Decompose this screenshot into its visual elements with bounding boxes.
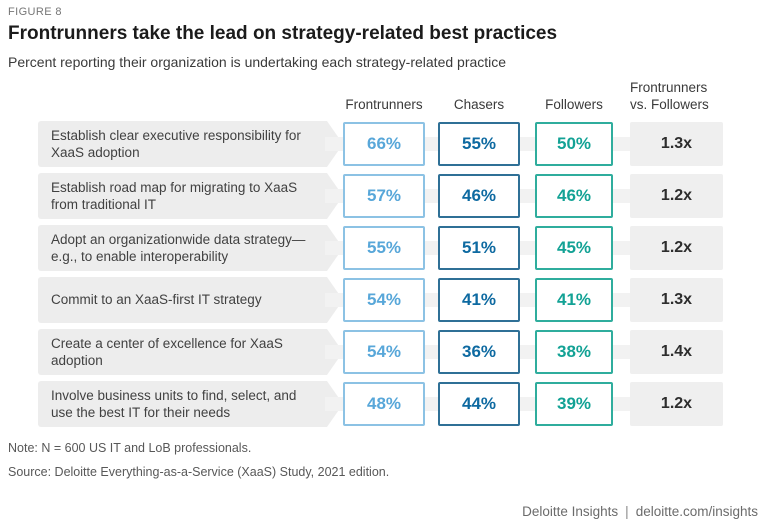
- data-rows: Establish clear executive responsibility…: [38, 121, 768, 427]
- ratio-value: 1.2x: [660, 395, 693, 412]
- table-row: Adopt an organizationwide data strategy—…: [38, 225, 768, 271]
- figure-number: FIGURE 8: [8, 6, 62, 18]
- row-label: Establish road map for migrating to XaaS…: [51, 179, 298, 212]
- followers-value-box: 50%: [535, 122, 613, 166]
- row-cells: 48% 44% 39% 1.2x: [325, 381, 723, 427]
- chasers-value: 36%: [461, 342, 497, 361]
- table-row: Commit to an XaaS-first IT strategy 54% …: [38, 277, 768, 323]
- row-label: Involve business units to find, select, …: [51, 387, 297, 420]
- footer-url-link[interactable]: deloitte.com/insights: [635, 504, 758, 519]
- row-cells: 57% 46% 46% 1.2x: [325, 173, 723, 219]
- followers-value: 50%: [556, 134, 592, 153]
- table-row: Establish clear executive responsibility…: [38, 121, 768, 167]
- footer-separator: |: [625, 504, 629, 519]
- ratio-box: 1.2x: [630, 174, 723, 218]
- page-subtitle: Percent reporting their organization is …: [8, 54, 507, 70]
- followers-value-box: 46%: [535, 174, 613, 218]
- ratio-value: 1.3x: [660, 291, 693, 308]
- followers-value: 46%: [556, 186, 592, 205]
- column-headers: Frontrunners Chasers Followers Frontrunn…: [38, 80, 768, 118]
- ratio-box: 1.2x: [630, 382, 723, 426]
- row-label-band: Adopt an organizationwide data strategy—…: [38, 225, 343, 271]
- frontrunners-value-box: 66%: [343, 122, 425, 166]
- frontrunners-value-box: 48%: [343, 382, 425, 426]
- row-cells: 54% 36% 38% 1.4x: [325, 329, 723, 375]
- note-text: Note: N = 600 US IT and LoB professional…: [8, 441, 252, 455]
- column-header-followers: Followers: [535, 97, 613, 118]
- ratio-box: 1.3x: [630, 278, 723, 322]
- ratio-box: 1.3x: [630, 122, 723, 166]
- followers-value: 45%: [556, 238, 592, 257]
- followers-value-box: 39%: [535, 382, 613, 426]
- frontrunners-value: 54%: [366, 290, 402, 309]
- followers-value-box: 41%: [535, 278, 613, 322]
- table-row: Establish road map for migrating to XaaS…: [38, 173, 768, 219]
- followers-value-box: 38%: [535, 330, 613, 374]
- row-cells: 54% 41% 41% 1.3x: [325, 277, 723, 323]
- page-title: Frontrunners take the lead on strategy-r…: [8, 23, 558, 44]
- ratio-box: 1.2x: [630, 226, 723, 270]
- frontrunners-value-box: 54%: [343, 278, 425, 322]
- row-cells: 55% 51% 45% 1.2x: [325, 225, 723, 271]
- ratio-box: 1.4x: [630, 330, 723, 374]
- table-row: Involve business units to find, select, …: [38, 381, 768, 427]
- ratio-value: 1.3x: [660, 135, 693, 152]
- frontrunners-value: 55%: [366, 238, 402, 257]
- ratio-value: 1.2x: [660, 187, 693, 204]
- table-row: Create a center of excellence for XaaS a…: [38, 329, 768, 375]
- chasers-value: 41%: [461, 290, 497, 309]
- row-cells: 66% 55% 50% 1.3x: [325, 121, 723, 167]
- row-label: Adopt an organizationwide data strategy—…: [51, 231, 306, 264]
- frontrunners-value: 54%: [366, 342, 402, 361]
- chasers-value-box: 46%: [438, 174, 520, 218]
- chasers-value-box: 41%: [438, 278, 520, 322]
- row-label-band: Involve business units to find, select, …: [38, 381, 343, 427]
- chasers-value: 46%: [461, 186, 497, 205]
- figure-notes: Note: N = 600 US IT and LoB professional…: [8, 441, 768, 479]
- followers-value: 38%: [556, 342, 592, 361]
- followers-value: 39%: [556, 394, 592, 413]
- chasers-value-box: 55%: [438, 122, 520, 166]
- frontrunners-value: 48%: [366, 394, 402, 413]
- row-label: Create a center of excellence for XaaS a…: [51, 335, 283, 368]
- column-header-ratio-line1: Frontrunners: [630, 80, 708, 96]
- frontrunners-value: 57%: [366, 186, 402, 205]
- column-header-label: Frontrunners: [345, 97, 423, 112]
- footer: Deloitte Insights | deloitte.com/insights: [522, 504, 758, 519]
- column-header-label: Followers: [545, 97, 603, 112]
- source-text: Source: Deloitte Everything-as-a-Service…: [8, 465, 390, 479]
- row-label-band: Commit to an XaaS-first IT strategy: [38, 277, 343, 323]
- ratio-value: 1.2x: [660, 239, 693, 256]
- column-header-ratio-line2: vs. Followers: [630, 97, 709, 113]
- chasers-value-box: 44%: [438, 382, 520, 426]
- frontrunners-value-box: 55%: [343, 226, 425, 270]
- column-header-frontrunners: Frontrunners: [343, 97, 425, 118]
- followers-value: 41%: [556, 290, 592, 309]
- chasers-value: 44%: [461, 394, 497, 413]
- row-label-band: Establish clear executive responsibility…: [38, 121, 343, 167]
- footer-brand: Deloitte Insights: [522, 504, 619, 519]
- frontrunners-value-box: 57%: [343, 174, 425, 218]
- row-label: Commit to an XaaS-first IT strategy: [51, 292, 262, 308]
- row-label: Establish clear executive responsibility…: [51, 127, 301, 160]
- frontrunners-value-box: 54%: [343, 330, 425, 374]
- ratio-value: 1.4x: [660, 343, 693, 360]
- row-label-band: Establish road map for migrating to XaaS…: [38, 173, 343, 219]
- row-label-band: Create a center of excellence for XaaS a…: [38, 329, 343, 375]
- chasers-value: 55%: [461, 134, 497, 153]
- chasers-value-box: 36%: [438, 330, 520, 374]
- chasers-value: 51%: [461, 238, 497, 257]
- frontrunners-value: 66%: [366, 134, 402, 153]
- followers-value-box: 45%: [535, 226, 613, 270]
- column-header-label: Chasers: [453, 97, 505, 112]
- chasers-value-box: 51%: [438, 226, 520, 270]
- column-header-ratio: Frontrunners vs. Followers: [630, 80, 723, 118]
- column-header-chasers: Chasers: [438, 97, 520, 118]
